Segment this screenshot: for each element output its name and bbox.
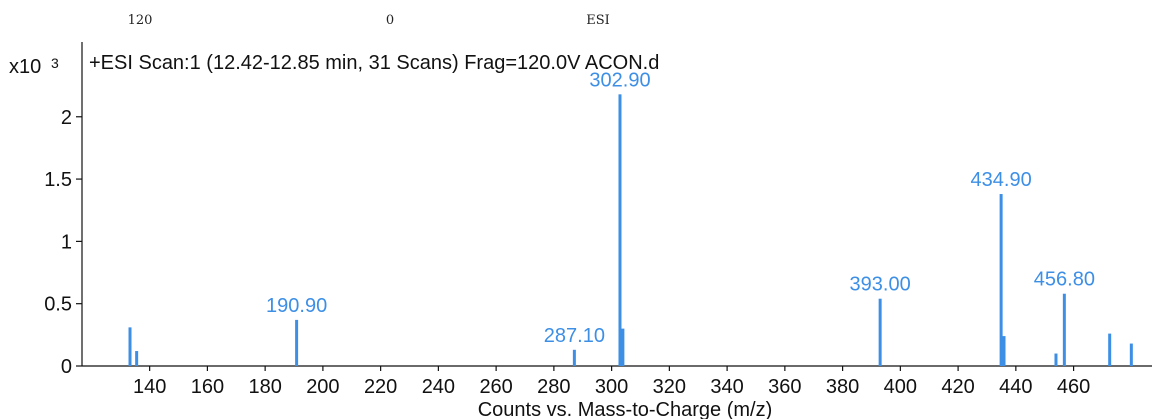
header-ion-source: ESI [586,13,610,28]
x-tick-label: 160 [191,376,224,398]
x-tick-label: 380 [826,376,859,398]
spectrum-peak [295,319,299,366]
y-tick-label: 2 [61,107,72,129]
peak-label: 302.90 [589,69,650,91]
y-multiplier-exponent: 3 [51,55,59,71]
spectrum-peak [1002,336,1006,366]
x-tick-label: 440 [999,376,1032,398]
x-tick-label: 280 [537,376,570,398]
x-tick-label: 420 [941,376,974,398]
y-tick-label: 1.5 [44,169,72,191]
x-tick-label: 140 [133,376,166,398]
y-tick-label: 0 [61,356,72,378]
x-tick-label: 260 [479,376,512,398]
x-ticks: 140 160 180 200 220 240 260 280 300 320 340 360 380 4… [133,366,1090,398]
spectrum-peak [999,194,1003,366]
spectrum-peak [1108,333,1112,366]
x-tick-label: 180 [248,376,281,398]
x-axis-label: Counts vs. Mass-to-Charge (m/z) [478,399,773,419]
x-tick-label: 240 [422,376,455,398]
y-tick-label: 0.5 [44,294,72,316]
peak-label: 190.90 [266,295,327,317]
y-ticks: 0 0.5 1 1.5 2 [44,107,82,378]
y-tick-label: 1 [61,231,72,253]
x-tick-label: 320 [653,376,686,398]
x-tick-label: 300 [595,376,628,398]
spectrum-peak [878,298,882,366]
header-zero-value: 0 [386,13,394,28]
x-tick-label: 460 [1057,376,1090,398]
spectrum-peak [135,351,139,366]
x-tick-label: 360 [768,376,801,398]
spectrum-peak [618,94,622,366]
header-frag-value: 120 [128,13,153,28]
chart-title: +ESI Scan:1 (12.42-12.85 min, 31 Scans) … [89,52,659,74]
spectrum-peak [621,328,625,366]
x-tick-label: 200 [306,376,339,398]
spectrum-peak [128,327,132,366]
peak-label: 287.10 [544,325,605,347]
spectrum-peak [1129,343,1133,366]
x-tick-label: 400 [884,376,917,398]
peak-label: 456.80 [1034,269,1095,291]
peak-label: 434.90 [971,169,1032,191]
x-tick-label: 340 [710,376,743,398]
spectrum-peak [572,349,576,366]
spectrum-peak [1054,353,1058,366]
peaks [128,94,1133,366]
spectrum-peak [1062,293,1066,366]
y-multiplier: x10 [9,56,41,78]
peak-labels: 190.90 287.10 302.90 393.00 434.90 456.80 [266,69,1095,346]
x-tick-label: 220 [364,376,397,398]
peak-label: 393.00 [850,274,911,296]
